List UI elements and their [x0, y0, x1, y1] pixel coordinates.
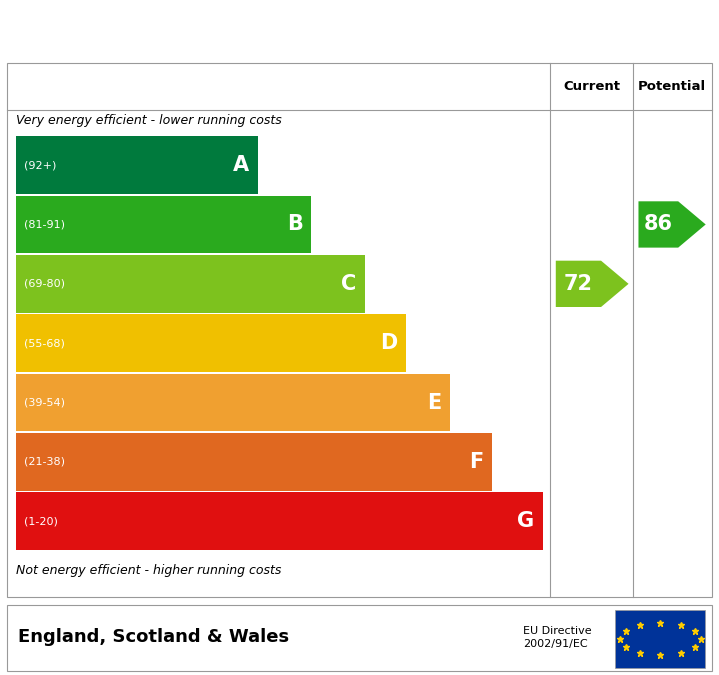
Text: D: D: [380, 333, 398, 353]
Text: Energy Efficiency Rating: Energy Efficiency Rating: [13, 15, 433, 43]
Text: G: G: [517, 512, 534, 531]
Bar: [16, 374, 450, 431]
Polygon shape: [638, 201, 706, 248]
Text: Very energy efficient - lower running costs: Very energy efficient - lower running co…: [16, 114, 282, 127]
Text: England, Scotland & Wales: England, Scotland & Wales: [18, 628, 289, 647]
Bar: [615, 610, 705, 668]
Text: (69-80): (69-80): [24, 279, 65, 289]
Text: C: C: [341, 274, 356, 294]
Bar: [16, 255, 365, 313]
Bar: [16, 433, 492, 491]
Text: (1-20): (1-20): [24, 516, 58, 526]
Polygon shape: [556, 261, 628, 307]
Bar: [16, 493, 543, 550]
Text: Current: Current: [563, 80, 620, 93]
Text: 72: 72: [564, 274, 593, 294]
Text: (21-38): (21-38): [24, 457, 65, 467]
Bar: [16, 315, 406, 372]
Text: F: F: [469, 452, 483, 472]
Text: 86: 86: [644, 215, 673, 234]
Text: (92+): (92+): [24, 160, 57, 170]
Text: Potential: Potential: [638, 80, 706, 93]
Text: (39-54): (39-54): [24, 398, 65, 408]
Text: Not energy efficient - higher running costs: Not energy efficient - higher running co…: [16, 564, 281, 576]
Text: (81-91): (81-91): [24, 219, 65, 230]
Text: E: E: [427, 393, 441, 412]
Bar: [16, 196, 311, 253]
Text: EU Directive
2002/91/EC: EU Directive 2002/91/EC: [523, 626, 592, 649]
Text: A: A: [233, 155, 249, 175]
Bar: [16, 136, 258, 194]
Text: B: B: [287, 215, 303, 234]
Text: (55-68): (55-68): [24, 338, 65, 348]
